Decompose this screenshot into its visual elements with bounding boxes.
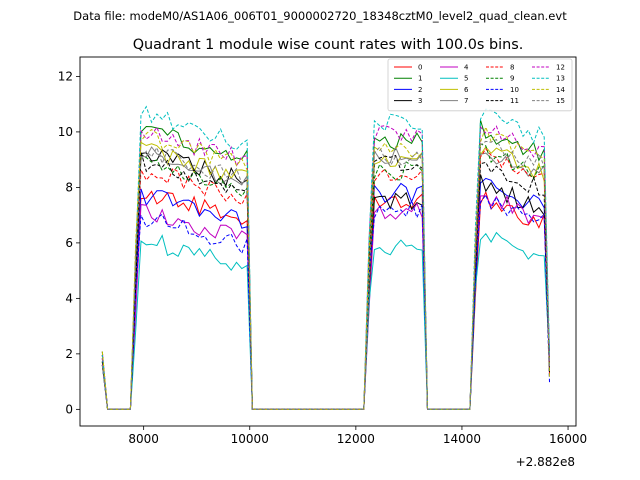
series-line-module-15: [101, 138, 550, 410]
legend-label-module-2: 2: [418, 86, 422, 94]
legend-label-module-15: 15: [556, 97, 565, 105]
legend-label-module-4: 4: [464, 64, 469, 72]
y-tick-label: 8: [65, 180, 73, 194]
y-tick-label: 0: [65, 402, 73, 416]
x-tick-label: 14000: [443, 432, 481, 446]
legend-label-module-11: 11: [510, 97, 519, 105]
legend-frame: [387, 58, 573, 112]
legend-label-module-13: 13: [556, 75, 565, 83]
chart-title: Quadrant 1 module wise count rates with …: [133, 37, 524, 53]
x-tick-label: 8000: [128, 432, 159, 446]
legend-label-module-1: 1: [418, 75, 422, 83]
legend-label-module-14: 14: [556, 86, 565, 94]
series-line-module-5: [101, 231, 550, 410]
y-tick-label: 4: [65, 291, 73, 305]
legend-label-module-6: 6: [464, 86, 469, 94]
legend-label-module-0: 0: [418, 64, 422, 72]
legend-label-module-3: 3: [418, 97, 422, 105]
legend-label-module-12: 12: [556, 64, 565, 72]
y-tick-label: 10: [58, 125, 73, 139]
x-tick-label: 16000: [549, 432, 587, 446]
legend-label-module-8: 8: [510, 64, 514, 72]
series-line-module-11: [101, 151, 550, 410]
legend-label-module-9: 9: [510, 75, 514, 83]
series-line-module-14: [101, 125, 550, 410]
series-line-module-10: [101, 194, 550, 410]
x-axis: 8000 10000 12000 14000 16000: [128, 426, 587, 446]
x-offset-label: +2.882e8: [516, 455, 575, 469]
series-layer: [101, 105, 550, 410]
y-axis: 0 2 4 6 8 10 12: [58, 69, 80, 416]
chart-suptitle: Data file: modeM0/AS1A06_006T01_90000027…: [73, 9, 567, 23]
y-tick-label: 2: [65, 347, 73, 361]
series-line-module-9: [101, 143, 550, 410]
y-tick-label: 6: [65, 236, 73, 250]
series-line-module-12: [101, 125, 550, 410]
x-tick-label: 12000: [337, 432, 375, 446]
plot-area-frame: [79, 56, 577, 427]
legend-label-module-10: 10: [510, 86, 519, 94]
legend-label-module-5: 5: [464, 75, 468, 83]
legend-label-module-7: 7: [464, 97, 468, 105]
y-tick-label: 12: [58, 69, 73, 83]
x-tick-label: 10000: [231, 432, 269, 446]
series-line-module-13: [101, 105, 550, 410]
